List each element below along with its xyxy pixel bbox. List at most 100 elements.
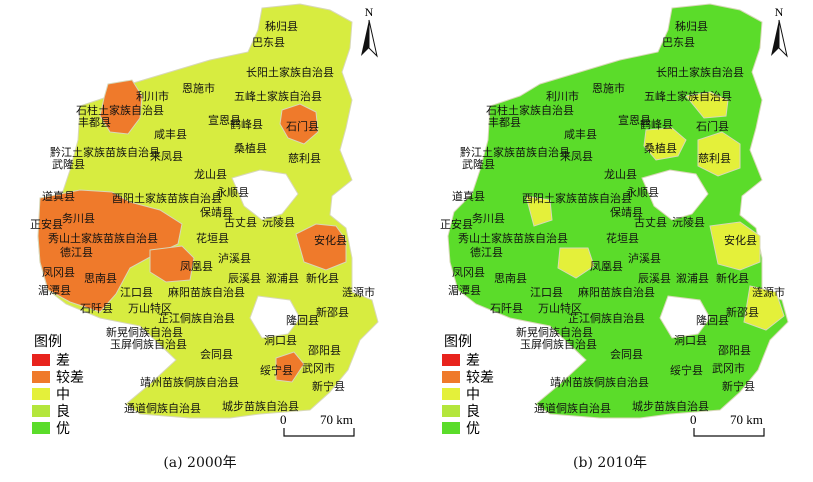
excluded-area — [231, 169, 299, 221]
county-label: 隆回县 — [286, 313, 319, 327]
county-label: 务川县 — [472, 212, 505, 225]
county-label: 石门县 — [286, 119, 319, 133]
legend-swatch — [442, 405, 460, 417]
legend-label: 优 — [56, 421, 70, 437]
legend-swatch — [32, 371, 50, 383]
county-highlight — [37, 189, 183, 313]
county-label: 麻阳苗族自治县 — [578, 285, 655, 299]
county-label: 石柱土家族自治县 — [76, 103, 164, 117]
map-panel-2000: 秭归县 巴东县 长阳土家族自治县 利川市 恩施市 五峰土家族自治县 石柱土家族自治县 丰都县 宣… — [0, 0, 400, 482]
north-arrow-icon: N — [361, 5, 378, 58]
county-highlight — [275, 351, 305, 383]
county-label: 新化县 — [306, 271, 339, 285]
legend-swatch — [32, 405, 50, 417]
legend-label: 差 — [466, 353, 480, 369]
county-label: 丰都县 — [78, 116, 111, 129]
county-label: 秀山土家族苗族自治县 — [458, 231, 568, 245]
north-arrow-right — [778, 19, 788, 58]
county-label: 邵阳县 — [308, 344, 341, 357]
county-label: 道真县 — [42, 189, 75, 203]
north-arrow-icon: N — [771, 5, 788, 58]
county-highlight — [685, 91, 729, 119]
caption-2000: (a) 2000年 — [163, 455, 237, 471]
county-label: 涟源市 — [752, 285, 785, 299]
county-label: 秭归县 — [675, 19, 708, 33]
county-label: 武冈市 — [712, 361, 745, 375]
county-label: 会同县 — [200, 348, 233, 361]
county-highlight — [697, 131, 741, 177]
county-label: 凤冈县 — [452, 266, 485, 279]
scale-zero: 0 — [280, 412, 287, 427]
county-label: 龙山县 — [604, 168, 637, 181]
county-label: 古丈县 — [634, 216, 667, 229]
county-label: 正安县 — [440, 217, 473, 231]
north-label: N — [365, 5, 374, 19]
county-highlight — [279, 103, 319, 145]
county-label: 新邵县 — [726, 305, 759, 319]
legend-label: 较差 — [466, 370, 494, 386]
county-label: 绥宁县 — [670, 363, 703, 377]
county-label: 石阡县 — [490, 302, 523, 315]
county-label: 会同县 — [610, 348, 643, 361]
legend-swatch — [32, 354, 50, 366]
county-label: 绥宁县 — [260, 363, 293, 377]
county-label: 江口县 — [120, 286, 153, 299]
county-label: 务川县 — [62, 212, 95, 225]
county-highlight — [99, 79, 143, 135]
legend-title: 图例 — [444, 334, 472, 350]
county-label: 新邵县 — [316, 305, 349, 319]
scale-line — [693, 428, 765, 437]
county-label: 新晃侗族自治县 — [516, 325, 593, 339]
county-label: 咸丰县 — [564, 128, 597, 141]
scale-line — [283, 428, 355, 437]
county-label: 万山特区 — [538, 301, 582, 315]
county-label: 保靖县 — [610, 205, 643, 219]
legend-swatch — [442, 354, 460, 366]
county-label: 来凤县 — [560, 150, 593, 163]
legend-swatch — [32, 388, 50, 400]
county-label: 宣恩县 — [618, 113, 651, 127]
county-label: 安化县 — [314, 233, 347, 247]
legend-label: 中 — [466, 387, 480, 403]
scale-bar: 0 70 km — [690, 412, 765, 437]
county-label: 利川市 — [136, 89, 169, 103]
county-label: 隆回县 — [696, 313, 729, 327]
county-label: 花垣县 — [196, 232, 229, 245]
county-label: 新宁县 — [722, 379, 755, 393]
north-label: N — [775, 5, 784, 19]
county-label: 泸溪县 — [628, 252, 661, 265]
county-label: 慈利县 — [288, 151, 321, 165]
county-label: 万山特区 — [128, 301, 172, 315]
county-label: 玉屏侗族自治县 — [110, 337, 187, 351]
legend-label: 较差 — [56, 370, 84, 386]
county-label: 德江县 — [60, 245, 93, 259]
legend-label: 良 — [466, 404, 480, 420]
county-label: 新宁县 — [312, 379, 345, 393]
legend-label: 优 — [466, 421, 480, 437]
excluded-area — [641, 169, 709, 221]
excluded-area — [659, 295, 711, 339]
county-label: 湄潭县 — [448, 284, 481, 297]
county-label: 思南县 — [84, 272, 117, 285]
county-label: 凤凰县 — [590, 260, 623, 273]
county-label: 玉屏侗族自治县 — [520, 337, 597, 351]
county-label: 长阳土家族自治县 — [246, 65, 334, 79]
county-label: 石阡县 — [80, 302, 113, 315]
county-highlight — [557, 247, 595, 279]
county-highlight — [743, 285, 785, 331]
county-label: 德江县 — [470, 245, 503, 259]
region-highlights — [525, 91, 785, 331]
county-label: 凤冈县 — [42, 266, 75, 279]
county-label: 花垣县 — [606, 232, 639, 245]
county-label: 永顺县 — [216, 185, 249, 199]
county-label: 沅陵县 — [262, 216, 295, 229]
county-label: 咸丰县 — [154, 128, 187, 141]
county-label: 城步苗族自治县 — [632, 399, 709, 413]
county-label: 武隆县 — [52, 157, 85, 171]
county-label: 思南县 — [494, 272, 527, 285]
